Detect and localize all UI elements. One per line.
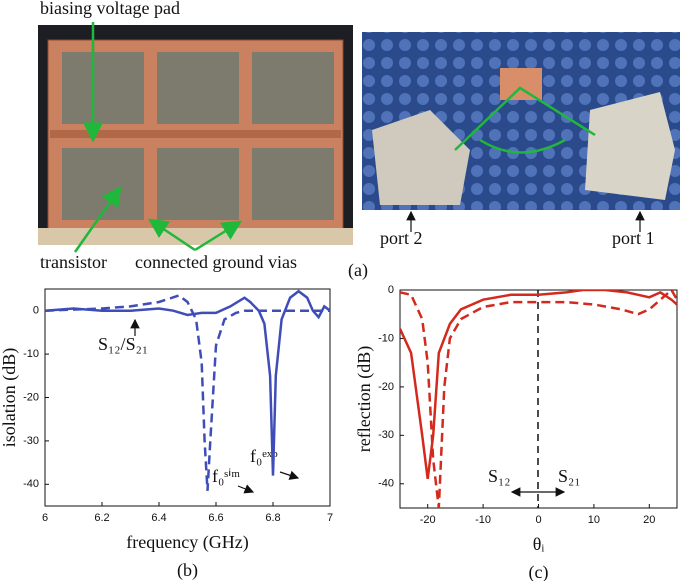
x-tick-label: 6.2 xyxy=(94,512,109,524)
annotation: S₁₂ xyxy=(488,466,511,486)
x-tick-label: -10 xyxy=(475,514,491,526)
y-axis-label: reflection (dB) xyxy=(354,346,375,452)
x-tick-label: 10 xyxy=(588,514,600,526)
series-line xyxy=(45,289,330,476)
caption: (a) xyxy=(348,260,368,281)
y-tick-label: -10 xyxy=(378,332,394,344)
photo-label: port 2 xyxy=(380,228,423,248)
caption: (c) xyxy=(529,562,549,581)
series-line xyxy=(45,294,330,491)
x-tick-label: 0 xyxy=(535,514,541,526)
y-tick-label: -40 xyxy=(23,478,39,490)
series-line xyxy=(400,290,677,508)
x-tick-label: 20 xyxy=(643,514,655,526)
y-tick-label: 0 xyxy=(33,305,39,317)
annotation: S₁₂/S₂₁ xyxy=(98,334,148,354)
y-tick-label: -20 xyxy=(23,391,39,403)
y-tick-label: -30 xyxy=(378,429,394,441)
plot-frame xyxy=(44,288,331,507)
x-tick-label: -20 xyxy=(420,514,436,526)
photo-label: biasing voltage pad xyxy=(40,0,180,18)
y-axis-label: isolation (dB) xyxy=(0,348,20,448)
annotation: S₂₁ xyxy=(558,466,581,486)
y-tick-label: -40 xyxy=(378,478,394,490)
y-tick-label: 0 xyxy=(388,284,394,296)
series-line xyxy=(400,290,677,480)
measurement-photo xyxy=(362,32,680,232)
photo-label: transistor xyxy=(40,252,107,272)
x-tick-label: 6.8 xyxy=(265,512,280,524)
x-tick-label: 6.4 xyxy=(151,512,166,524)
annotation: f₀ˢⁱᵐ xyxy=(212,466,240,486)
y-tick-label: -10 xyxy=(23,348,39,360)
photo-label: connected ground vias xyxy=(135,252,297,272)
y-tick-label: -30 xyxy=(23,435,39,447)
board-photo xyxy=(38,22,353,253)
x-axis-label: frequency (GHz) xyxy=(126,532,248,553)
y-tick-label: -20 xyxy=(378,381,394,393)
photo-label: port 1 xyxy=(612,228,655,248)
x-axis-label: θᵢ xyxy=(533,534,545,554)
x-tick-label: 6 xyxy=(42,512,48,524)
x-tick-label: 6.6 xyxy=(208,512,223,524)
caption: (b) xyxy=(177,560,198,581)
x-tick-label: 7 xyxy=(327,512,333,524)
